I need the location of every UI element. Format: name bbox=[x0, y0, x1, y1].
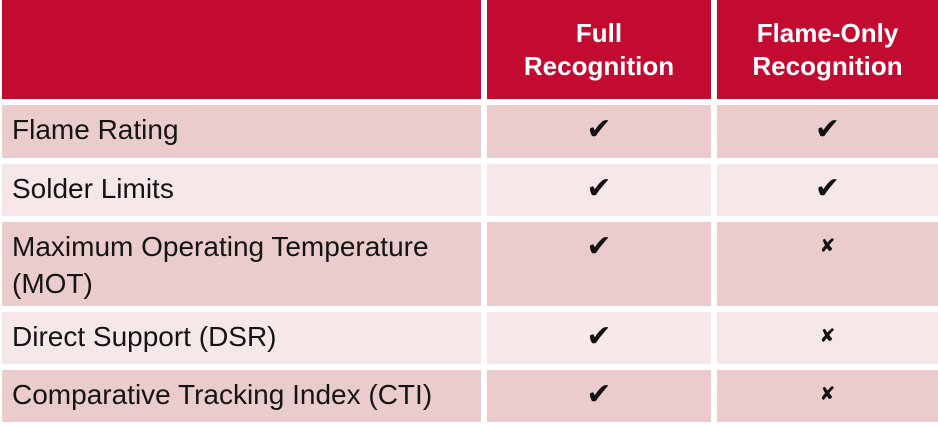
full-recognition-cell: ✔ bbox=[487, 164, 711, 216]
row-label-cti: Comparative Tracking Index (CTI) bbox=[2, 370, 481, 422]
row-label-solder-limits: Solder Limits bbox=[2, 164, 481, 216]
header-full-recognition: Full Recognition bbox=[487, 0, 711, 99]
full-recognition-cell: ✔ bbox=[487, 370, 711, 422]
full-recognition-cell: ✔ bbox=[487, 312, 711, 364]
flame-only-recognition-cell: ✘ bbox=[717, 222, 938, 306]
header-feature-cell bbox=[2, 0, 481, 99]
check-icon: ✔ bbox=[814, 112, 841, 147]
full-recognition-cell: ✔ bbox=[487, 105, 711, 158]
cross-icon: ✘ bbox=[819, 383, 836, 405]
full-recognition-cell: ✔ bbox=[487, 222, 711, 306]
flame-only-recognition-cell: ✔ bbox=[717, 164, 938, 216]
check-icon: ✔ bbox=[586, 171, 612, 206]
header-flame-only-recognition: Flame-Only Recognition bbox=[717, 0, 938, 99]
cross-icon: ✘ bbox=[819, 325, 836, 347]
row-label-mot: Maximum Operating Temperature (MOT) bbox=[2, 222, 481, 306]
check-icon: ✔ bbox=[814, 171, 841, 206]
cross-icon: ✘ bbox=[819, 235, 836, 257]
check-icon: ✔ bbox=[586, 229, 612, 264]
flame-only-recognition-cell: ✘ bbox=[717, 312, 938, 364]
flame-only-recognition-cell: ✘ bbox=[717, 370, 938, 422]
flame-only-recognition-cell: ✔ bbox=[717, 105, 938, 158]
check-icon: ✔ bbox=[586, 377, 612, 412]
check-icon: ✔ bbox=[586, 319, 612, 354]
check-icon: ✔ bbox=[586, 112, 612, 147]
row-label-flame-rating: Flame Rating bbox=[2, 105, 481, 158]
row-label-dsr: Direct Support (DSR) bbox=[2, 312, 481, 364]
